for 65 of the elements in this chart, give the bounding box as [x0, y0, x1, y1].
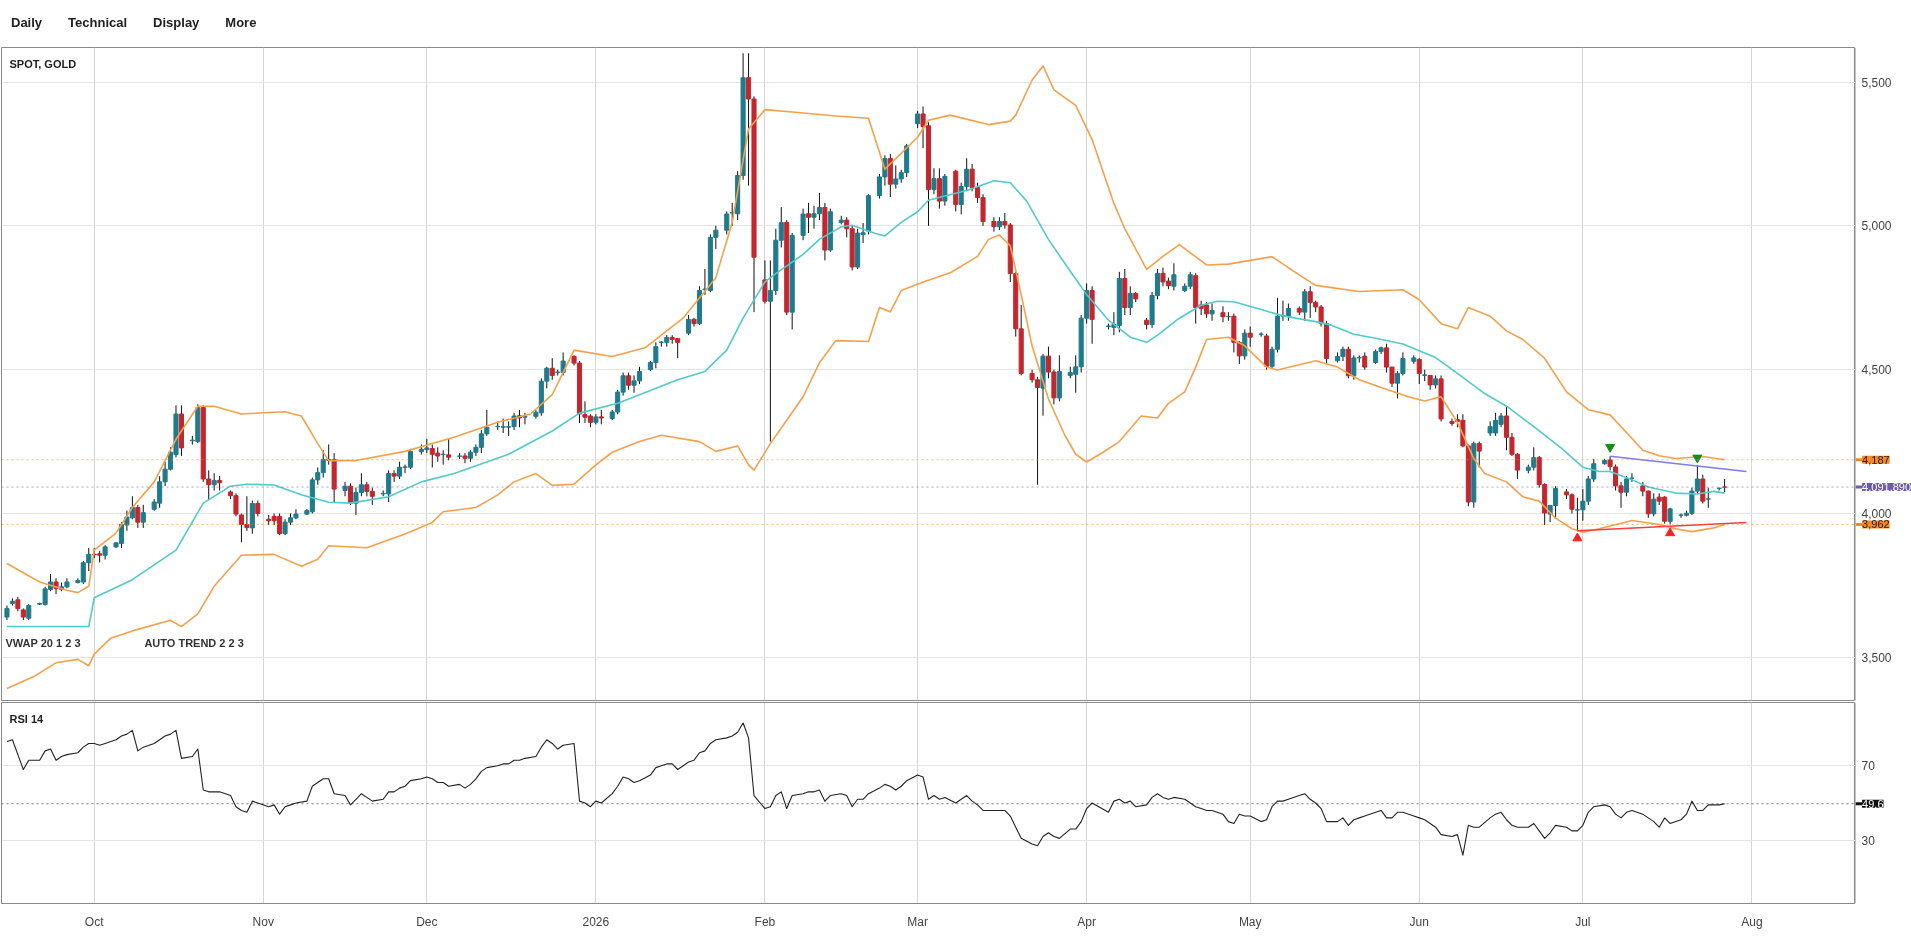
candlestick — [1705, 487, 1711, 509]
y-tick-label: 3,500 — [1861, 650, 1892, 665]
candlestick — [724, 210, 730, 235]
ref-line-label: 4,091.890 — [1862, 481, 1911, 494]
x-tick-label: Feb — [754, 914, 776, 929]
candlestick — [969, 163, 975, 192]
candlestick — [1476, 441, 1482, 468]
x-tick-label: Oct — [84, 914, 105, 929]
candlestick — [1220, 305, 1226, 323]
candlestick — [1171, 262, 1177, 292]
annotation: VWAP 20 1 2 3 — [5, 636, 81, 649]
line-series — [6, 234, 1726, 690]
text: Display — [153, 15, 200, 30]
text: Daily — [11, 15, 43, 30]
y-tick-label: 70 — [1861, 759, 1876, 774]
line-series — [6, 722, 1726, 856]
candlestick — [1623, 475, 1630, 497]
x-tick-label: Jun — [1409, 914, 1429, 929]
candlestick — [1700, 474, 1706, 504]
candlestick — [440, 449, 446, 466]
x-tick-label: Apr — [1077, 914, 1096, 929]
candlestick — [762, 259, 768, 305]
ref-line-label: 49.6 — [1862, 797, 1884, 810]
candlestick — [1236, 340, 1242, 365]
candlestick — [991, 216, 997, 233]
candlestick — [1247, 326, 1253, 348]
text: More — [225, 15, 257, 30]
text: SPOT, GOLD — [9, 57, 77, 70]
candlestick — [800, 208, 806, 241]
y-tick-label: 5,500 — [1861, 75, 1892, 90]
candlestick — [1629, 472, 1635, 483]
candlestick — [135, 504, 141, 529]
candlestick — [140, 504, 146, 529]
candlestick — [462, 452, 468, 464]
candlestick — [1258, 331, 1264, 338]
x-tick-label: 2026 — [582, 914, 610, 929]
candlestick — [446, 438, 452, 461]
candlestick — [522, 412, 528, 425]
ref-line-label: 4,187 — [1862, 453, 1890, 466]
candlestick — [549, 357, 555, 381]
candlestick — [1416, 357, 1422, 385]
candlestick — [1209, 303, 1215, 322]
candlestick — [1302, 288, 1308, 322]
x-tick-label: Aug — [1741, 914, 1763, 929]
text: RSI 14 — [9, 712, 45, 725]
candlestick — [391, 469, 397, 483]
text: Technical — [68, 15, 128, 30]
candlestick — [936, 167, 942, 210]
candlestick — [805, 202, 812, 234]
candlestick — [931, 167, 937, 195]
x-tick-label: Jul — [1575, 914, 1591, 929]
candlestick — [1127, 285, 1133, 316]
candlestick — [342, 481, 348, 497]
x-tick-label: Dec — [416, 914, 438, 929]
y-tick-label: 30 — [1861, 833, 1876, 848]
line-series — [6, 179, 1726, 628]
ref-line-label: 3,962 — [1862, 518, 1890, 531]
x-tick-label: May — [1238, 914, 1262, 929]
candlestick — [1651, 492, 1657, 517]
x-tick-label: Mar — [907, 914, 928, 929]
y-tick-label: 4,500 — [1861, 363, 1892, 378]
y-tick-label: 5,000 — [1861, 219, 1892, 234]
annotation: AUTO TREND 2 2 3 — [144, 636, 244, 649]
x-tick-label: Nov — [252, 914, 274, 929]
candlestick — [686, 314, 692, 336]
